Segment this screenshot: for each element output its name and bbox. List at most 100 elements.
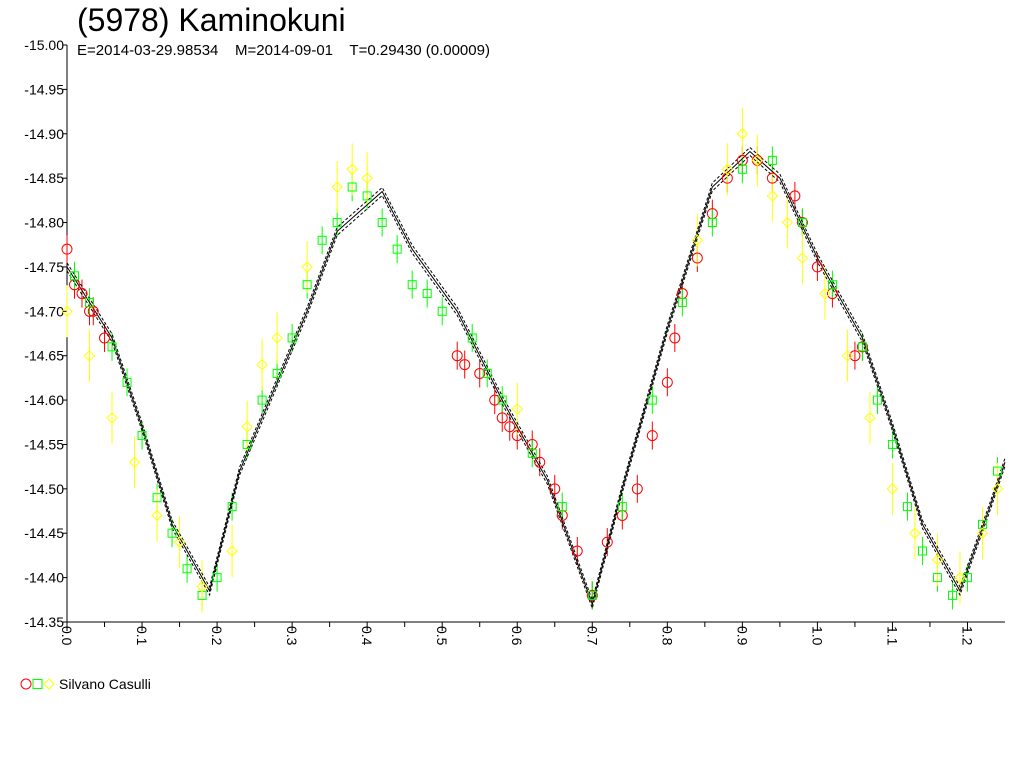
data-point-square [407, 280, 417, 290]
data-point-square [797, 218, 807, 228]
data-point-circle [489, 394, 501, 406]
data-point-square [677, 297, 687, 307]
data-point-square [617, 502, 627, 512]
data-point-square [887, 439, 897, 449]
data-point-square [527, 448, 537, 458]
data-point-circle [99, 332, 111, 344]
data-point-square [152, 493, 162, 503]
legend-label: Silvano Casulli [59, 676, 151, 692]
data-point-diamond [841, 349, 854, 362]
data-point-square [827, 280, 837, 290]
data-point-square [932, 573, 942, 583]
data-point-diamond [226, 545, 238, 557]
data-point-square [902, 502, 912, 512]
data-point-diamond [61, 305, 73, 318]
y-tick-label: -14.60 [24, 392, 64, 408]
data-point-square [287, 333, 297, 343]
x-tick-label: 0.7 [584, 626, 600, 646]
data-point-square [872, 395, 882, 405]
data-point-square [392, 244, 402, 254]
y-tick-label: -14.65 [24, 348, 64, 364]
data-point-circle [631, 483, 643, 495]
y-ticks: -15.00 -14.95 -14.90 -14.85 -14.80 -14.75 -14.… [24, 37, 67, 630]
data-point-diamond [691, 234, 704, 246]
data-point-circle [766, 172, 778, 184]
y-tick-label: -14.70 [24, 303, 64, 319]
data-point-square [212, 573, 222, 583]
data-point-diamond [721, 163, 734, 175]
data-point-circle [811, 261, 823, 273]
data-point-diamond [511, 403, 523, 415]
data-point-circle [669, 332, 681, 344]
chart-title: (5978) Kaminokuni [77, 2, 346, 38]
data-point-circle [646, 430, 658, 442]
data-point-circle [549, 483, 561, 495]
data-point-circle [789, 190, 801, 202]
data-point-square [362, 191, 372, 201]
data-point-circle [451, 350, 463, 362]
y-tick-label: -14.35 [24, 614, 64, 630]
x-tick-label: 0.0 [59, 626, 75, 646]
x-tick-label: 0.5 [434, 626, 450, 646]
data-point-circle [504, 421, 516, 433]
data-point-diamond [766, 190, 779, 202]
data-point-diamond [976, 527, 989, 539]
axes [66, 45, 1005, 623]
data-point-diamond [106, 412, 118, 424]
x-tick-label: 0.4 [359, 626, 375, 646]
x-tick-label: 1.0 [809, 626, 825, 646]
legend-marker-circle [20, 678, 32, 690]
data-point-diamond [886, 483, 899, 495]
model-curve-lower [66, 154, 1006, 610]
model-curve [66, 150, 1006, 606]
x-tick-label: 0.6 [509, 626, 525, 646]
data-point-circle [856, 341, 868, 353]
data-point-square [587, 590, 597, 600]
data-point-square [302, 280, 312, 290]
data-point-diamond [864, 412, 876, 424]
legend: Silvano Casulli [20, 676, 151, 692]
data-point-square [857, 342, 867, 352]
data-point-square [242, 439, 252, 449]
x-tick-label: 0.2 [209, 626, 225, 646]
data-point-circle [571, 545, 583, 557]
data-point-square [467, 333, 477, 343]
data-point-square [347, 182, 357, 192]
data-point-diamond [301, 261, 313, 273]
chart-subtitle: E=2014-03-29.98534 M=2014-09-01 T=0.2943… [77, 42, 490, 59]
data-point-circle [459, 359, 471, 371]
data-point-diamond [241, 421, 253, 433]
data-point-circle [661, 376, 673, 388]
data-point-circle [796, 217, 808, 229]
data-point-diamond [173, 536, 186, 548]
data-point-circle [601, 536, 613, 548]
data-point-diamond [331, 181, 343, 193]
data-point-diamond [796, 252, 809, 264]
data-point-square [422, 289, 432, 299]
data-point-diamond [361, 172, 373, 184]
data-point-diamond [781, 216, 794, 229]
data-point-diamond [271, 332, 283, 344]
data-point-circle [691, 252, 703, 264]
x-tick-label: 1.1 [884, 626, 900, 646]
data-point-square [917, 546, 927, 556]
data-point-square [992, 466, 1002, 476]
data-point-square [122, 377, 132, 387]
legend-marker-square [32, 679, 43, 689]
data-point-square [377, 218, 387, 228]
model-curves [66, 146, 1006, 610]
x-tick-label: 0.9 [734, 626, 750, 646]
data-point-circle [511, 430, 523, 442]
data-point-circle [474, 367, 486, 379]
data-point-square [70, 271, 80, 281]
data-point-diamond [256, 358, 268, 371]
data-point-circle [496, 412, 508, 424]
y-tick-label: -14.95 [24, 81, 64, 97]
data-point-square [317, 235, 327, 245]
x-tick-label: 0.1 [134, 626, 150, 646]
data-point-square [257, 395, 267, 405]
data-point-square [947, 590, 957, 600]
model-curve-upper [66, 146, 1006, 602]
data-point-square [182, 564, 192, 574]
data-point-square [707, 218, 717, 228]
